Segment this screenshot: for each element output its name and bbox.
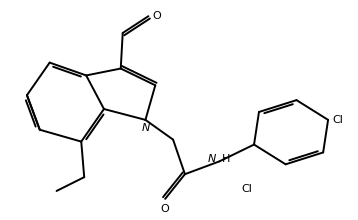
Text: O: O — [161, 204, 170, 214]
Text: N: N — [141, 123, 150, 133]
Text: Cl: Cl — [242, 184, 252, 194]
Text: N: N — [208, 154, 217, 164]
Text: O: O — [153, 11, 161, 21]
Text: H: H — [222, 154, 230, 164]
Text: Cl: Cl — [332, 115, 343, 125]
